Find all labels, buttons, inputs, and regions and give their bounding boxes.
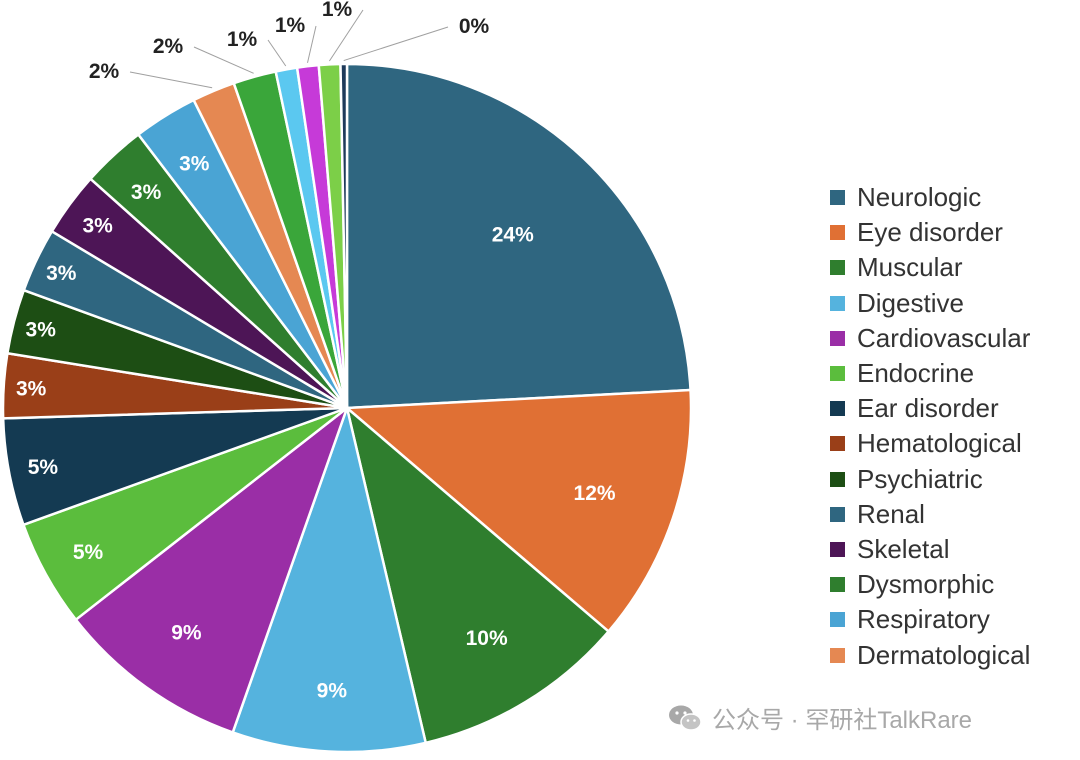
legend-label: Renal (857, 498, 925, 529)
legend-item-neurologic: Neurologic (830, 180, 1030, 215)
legend-item-respiratory: Respiratory (830, 602, 1030, 637)
data-label-unlabeled-17: 1% (322, 0, 353, 21)
watermark: 公众号 · 罕研社TalkRare (668, 700, 972, 735)
data-label-unlabeled-14: 2% (153, 35, 184, 58)
leader-line-unlabeled-18 (343, 26, 449, 62)
legend-label: Respiratory (857, 604, 990, 635)
legend-swatch (830, 647, 845, 663)
legend-swatch (830, 541, 845, 557)
leader-line-unlabeled-16 (307, 25, 317, 63)
legend-swatch (830, 295, 845, 311)
pie-slice-unlabeled-18 (339, 62, 349, 410)
data-label-dermatological: 2% (89, 60, 120, 83)
legend-swatch (830, 330, 845, 346)
legend-item-endocrine: Endocrine (830, 356, 1030, 391)
pie-chart: 24% 12% 10% 9% 9% 5% 5% 3% 3% 3% 3% 3% 3% 2% 2% 1% 1% 1% 0… (1, 0, 693, 754)
legend-label: Dermatological (857, 639, 1031, 670)
data-label-psychiatric: 3% (26, 318, 57, 341)
legend-label: Psychiatric (857, 463, 983, 494)
legend-item-renal: Renal (830, 497, 1030, 532)
data-label-muscular: 10% (466, 627, 508, 650)
legend-swatch (830, 190, 845, 206)
pie-slice-eye-disorder (345, 388, 693, 633)
legend-swatch (830, 612, 845, 628)
legend-swatch (830, 225, 845, 241)
legend-label: Hematological (857, 428, 1022, 459)
legend-item-ear-disorder: Ear disorder (830, 391, 1030, 426)
legend-swatch (830, 436, 845, 452)
legend-label: Neurologic (857, 182, 982, 213)
data-label-unlabeled-15: 1% (227, 28, 258, 51)
legend-swatch (830, 366, 845, 382)
data-label-ear-disorder: 5% (28, 456, 59, 479)
legend-item-hematological: Hematological (830, 426, 1030, 461)
data-label-dysmorphic: 3% (131, 181, 162, 204)
legend-item-digestive: Digestive (830, 286, 1030, 321)
data-label-hematological: 3% (16, 377, 47, 400)
legend-item-dermatological: Dermatological (830, 637, 1030, 672)
legend-item-psychiatric: Psychiatric (830, 462, 1030, 497)
leader-line-unlabeled-15 (267, 39, 287, 67)
watermark-text: 公众号 · 罕研社TalkRare (712, 707, 973, 734)
data-label-eye-disorder: 12% (574, 482, 616, 505)
legend-label: Endocrine (857, 358, 975, 389)
data-label-unlabeled-18: 0% (459, 15, 490, 38)
leader-line-dermatological (129, 71, 213, 89)
pie-slice-neurologic (345, 62, 692, 410)
data-label-endocrine: 5% (73, 541, 104, 564)
legend-label: Dysmorphic (857, 569, 995, 600)
legend-label: Ear disorder (857, 393, 999, 424)
data-label-digestive: 9% (317, 680, 348, 703)
data-label-cardiovascular: 9% (171, 621, 202, 644)
chart-legend: Neurologic Eye disorder Muscular Digestive C… (830, 180, 1030, 673)
leader-line-unlabeled-17 (329, 9, 364, 62)
data-label-skeletal: 3% (82, 215, 113, 238)
data-label-unlabeled-16: 1% (275, 14, 306, 37)
legend-item-muscular: Muscular (830, 250, 1030, 285)
legend-swatch (830, 506, 845, 522)
legend-label: Muscular (857, 252, 963, 283)
wechat-icon (669, 705, 702, 731)
data-label-respiratory: 3% (179, 153, 210, 176)
legend-item-dysmorphic: Dysmorphic (830, 567, 1030, 602)
legend-swatch (830, 471, 845, 487)
legend-item-skeletal: Skeletal (830, 532, 1030, 567)
legend-swatch (830, 260, 845, 276)
pie-slice-muscular (345, 406, 610, 745)
legend-swatch (830, 401, 845, 417)
legend-swatch (830, 577, 845, 593)
legend-label: Digestive (857, 287, 964, 318)
leader-line-unlabeled-14 (193, 46, 254, 74)
legend-item-eye-disorder: Eye disorder (830, 215, 1030, 250)
data-label-neurologic: 24% (492, 223, 534, 246)
legend-item-cardiovascular: Cardiovascular (830, 321, 1030, 356)
legend-label: Cardiovascular (857, 322, 1031, 353)
pie-slice-digestive (231, 406, 427, 754)
legend-label: Eye disorder (857, 217, 1003, 248)
data-label-renal: 3% (46, 262, 77, 285)
pie-slice-cardiovascular (74, 406, 349, 734)
legend-label: Skeletal (857, 533, 950, 564)
